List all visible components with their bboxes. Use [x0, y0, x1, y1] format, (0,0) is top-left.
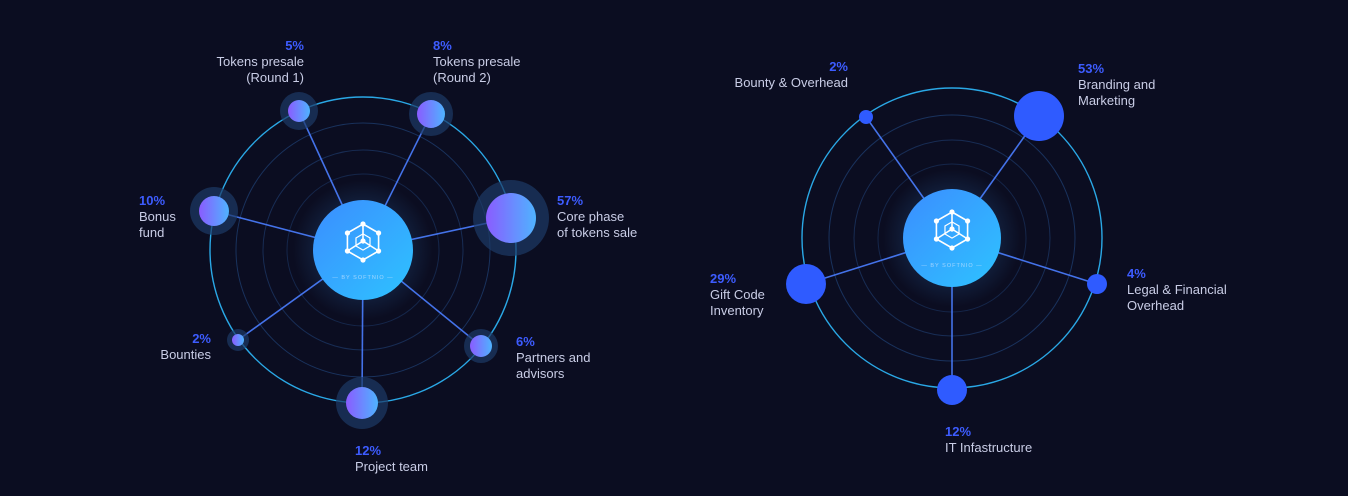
- chart-1-center-hub: — BY SOFTNIO —: [293, 180, 433, 320]
- hub-brand-text: — BY SOFTNIO —: [332, 275, 393, 281]
- slice-label: Bonus fund: [139, 209, 176, 240]
- percent-value: 2%: [829, 59, 848, 74]
- percent-value: 53%: [1078, 61, 1105, 76]
- data-bubble: [473, 180, 549, 256]
- label-project-team: 12% Project team: [355, 443, 475, 475]
- label-tokens-presale-round-1: 5% Tokens presale (Round 1): [190, 38, 304, 86]
- bubble-core: [859, 110, 873, 124]
- bubble-core: [199, 196, 229, 226]
- label-tokens-presale-round-2: 8% Tokens presale (Round 2): [433, 38, 563, 86]
- slice-label: Bounties: [160, 347, 211, 362]
- data-bubble: [464, 329, 498, 363]
- bubble-core: [1014, 91, 1064, 141]
- percent-value: 10%: [139, 193, 166, 208]
- network-cube-icon: [933, 209, 971, 251]
- percent-value: 29%: [710, 271, 737, 286]
- chart-2-funds-allocation: — BY SOFTNIO —: [786, 87, 1107, 405]
- chart-2-bubbles: [786, 91, 1107, 405]
- percent-value: 12%: [945, 424, 972, 439]
- data-bubble: [190, 187, 238, 235]
- data-bubble: [859, 110, 873, 124]
- slice-label: Tokens presale (Round 1): [216, 54, 304, 85]
- chart-1-bubbles: [190, 92, 549, 429]
- bubble-core: [486, 193, 536, 243]
- bubble-core: [937, 375, 967, 405]
- chart-1-token-sale: — BY SOFTNIO —: [190, 92, 549, 429]
- slice-label: Legal & Financial Overhead: [1127, 282, 1227, 313]
- label-branding-marketing: 53% Branding and Marketing: [1078, 61, 1198, 109]
- label-bonus-fund: 10% Bonus fund: [139, 193, 199, 241]
- bubble-core: [417, 100, 445, 128]
- data-bubble: [1014, 91, 1064, 141]
- label-legal-financial: 4% Legal & Financial Overhead: [1127, 266, 1267, 314]
- percent-value: 2%: [192, 331, 211, 346]
- percent-value: 6%: [516, 334, 535, 349]
- data-bubble: [409, 92, 453, 136]
- slice-label: Tokens presale (Round 2): [433, 54, 521, 85]
- data-bubble: [937, 375, 967, 405]
- data-bubble: [1087, 274, 1107, 294]
- slice-label: Branding and Marketing: [1078, 77, 1156, 108]
- percent-value: 5%: [285, 38, 304, 53]
- bubble-core: [1087, 274, 1107, 294]
- bubble-core: [288, 100, 310, 122]
- bubble-core: [232, 334, 244, 346]
- slice-label: IT Infastructure: [945, 440, 1033, 455]
- hub-brand-text: — BY SOFTNIO —: [921, 263, 982, 269]
- bubble-core: [346, 387, 378, 419]
- label-partners-advisors: 6% Partners and advisors: [516, 334, 636, 382]
- data-bubble: [786, 264, 826, 304]
- slice-label: Core phase of tokens sale: [557, 209, 638, 240]
- percent-value: 12%: [355, 443, 382, 458]
- chart-2-center-hub: — BY SOFTNIO —: [883, 169, 1021, 307]
- slice-label: Project team: [355, 459, 428, 474]
- data-bubble: [336, 377, 388, 429]
- bubble-core: [786, 264, 826, 304]
- label-gift-code-inventory: 29% Gift Code Inventory: [710, 271, 800, 319]
- network-cube-icon: [344, 221, 382, 263]
- label-core-phase: 57% Core phase of tokens sale: [557, 193, 687, 241]
- percent-value: 4%: [1127, 266, 1146, 281]
- slice-label: Partners and advisors: [516, 350, 591, 381]
- label-bounties: 2% Bounties: [130, 331, 211, 363]
- data-bubble: [280, 92, 318, 130]
- bubble-core: [470, 335, 492, 357]
- inner-ring: [235, 122, 491, 378]
- data-bubble: [227, 329, 249, 351]
- percent-value: 8%: [433, 38, 452, 53]
- slice-label: Bounty & Overhead: [734, 75, 848, 90]
- label-bounty-overhead: 2% Bounty & Overhead: [700, 59, 848, 91]
- percent-value: 57%: [557, 193, 584, 208]
- slice-label: Gift Code Inventory: [710, 287, 765, 318]
- label-it-infrastructure: 12% IT Infastructure: [945, 424, 1075, 456]
